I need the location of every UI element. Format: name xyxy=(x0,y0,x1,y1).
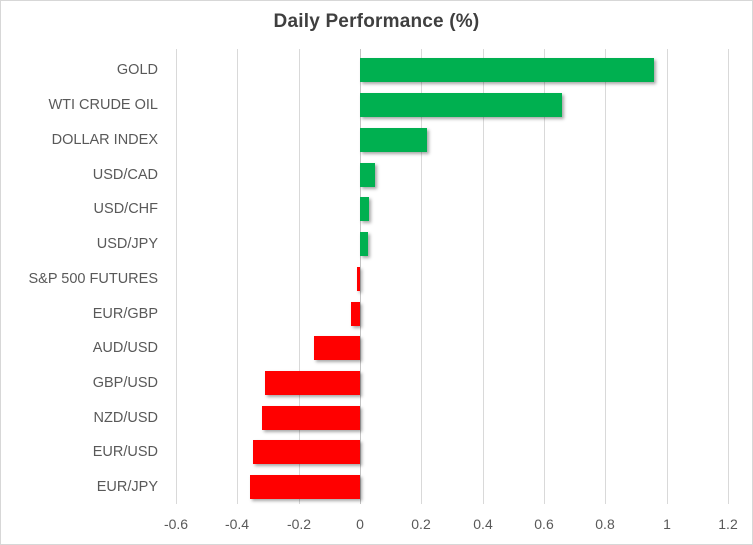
bar-usd-cad xyxy=(360,163,375,187)
x-tick-label-0.8: 0.8 xyxy=(595,516,615,532)
bar-eur-usd xyxy=(253,440,360,464)
category-label-usd-cad: USD/CAD xyxy=(92,167,158,183)
x-tick-label-0.6: 0.6 xyxy=(534,516,554,532)
category-label-usd-jpy: USD/JPY xyxy=(96,236,158,252)
x-tick-label-0: 0 xyxy=(356,516,364,532)
gridline-0.4 xyxy=(483,49,484,504)
gridline-1 xyxy=(667,49,668,504)
x-tick-label--0.6: -0.6 xyxy=(163,516,189,532)
gridline--0.6 xyxy=(176,49,177,504)
gridline-0.6 xyxy=(544,49,545,504)
bar-gold xyxy=(360,58,654,82)
x-tick-label-0.2: 0.2 xyxy=(411,516,431,532)
x-tick-label-1: 1 xyxy=(663,516,671,532)
category-label-wti-crude-oil: WTI CRUDE OIL xyxy=(48,97,158,113)
category-label-aud-usd: AUD/USD xyxy=(92,340,158,356)
category-label-usd-chf: USD/CHF xyxy=(93,201,158,217)
bar-eur-gbp xyxy=(351,302,360,326)
zero-axis-line xyxy=(360,49,361,504)
category-label-gbp-usd: GBP/USD xyxy=(92,375,158,391)
gridline--0.4 xyxy=(237,49,238,504)
category-label-gold: GOLD xyxy=(116,62,158,78)
x-tick-label--0.4: -0.4 xyxy=(224,516,250,532)
bar-aud-usd xyxy=(314,336,360,360)
chart-title: Daily Performance (%) xyxy=(273,11,480,32)
gridline-0.8 xyxy=(605,49,606,504)
x-tick-label-1.2: 1.2 xyxy=(718,516,738,532)
category-label-dollar-index: DOLLAR INDEX xyxy=(51,132,158,148)
bar-usd-jpy xyxy=(360,232,368,256)
x-tick-label--0.2: -0.2 xyxy=(286,516,312,532)
category-label-s-p-500-futures: S&P 500 FUTURES xyxy=(28,271,158,287)
bar-dollar-index xyxy=(360,128,427,152)
category-label-eur-gbp: EUR/GBP xyxy=(92,306,158,322)
bar-s-p-500-futures xyxy=(357,267,360,291)
bar-eur-jpy xyxy=(250,475,360,499)
bar-wti-crude-oil xyxy=(360,93,562,117)
x-tick-label-0.4: 0.4 xyxy=(473,516,493,532)
bar-gbp-usd xyxy=(265,371,360,395)
category-label-eur-jpy: EUR/JPY xyxy=(96,479,158,495)
gridline-1.2 xyxy=(728,49,729,504)
bar-nzd-usd xyxy=(262,406,360,430)
gridline-0.2 xyxy=(421,49,422,504)
category-label-nzd-usd: NZD/USD xyxy=(93,410,158,426)
bar-usd-chf xyxy=(360,197,369,221)
gridline--0.2 xyxy=(299,49,300,504)
category-label-eur-usd: EUR/USD xyxy=(92,444,158,460)
